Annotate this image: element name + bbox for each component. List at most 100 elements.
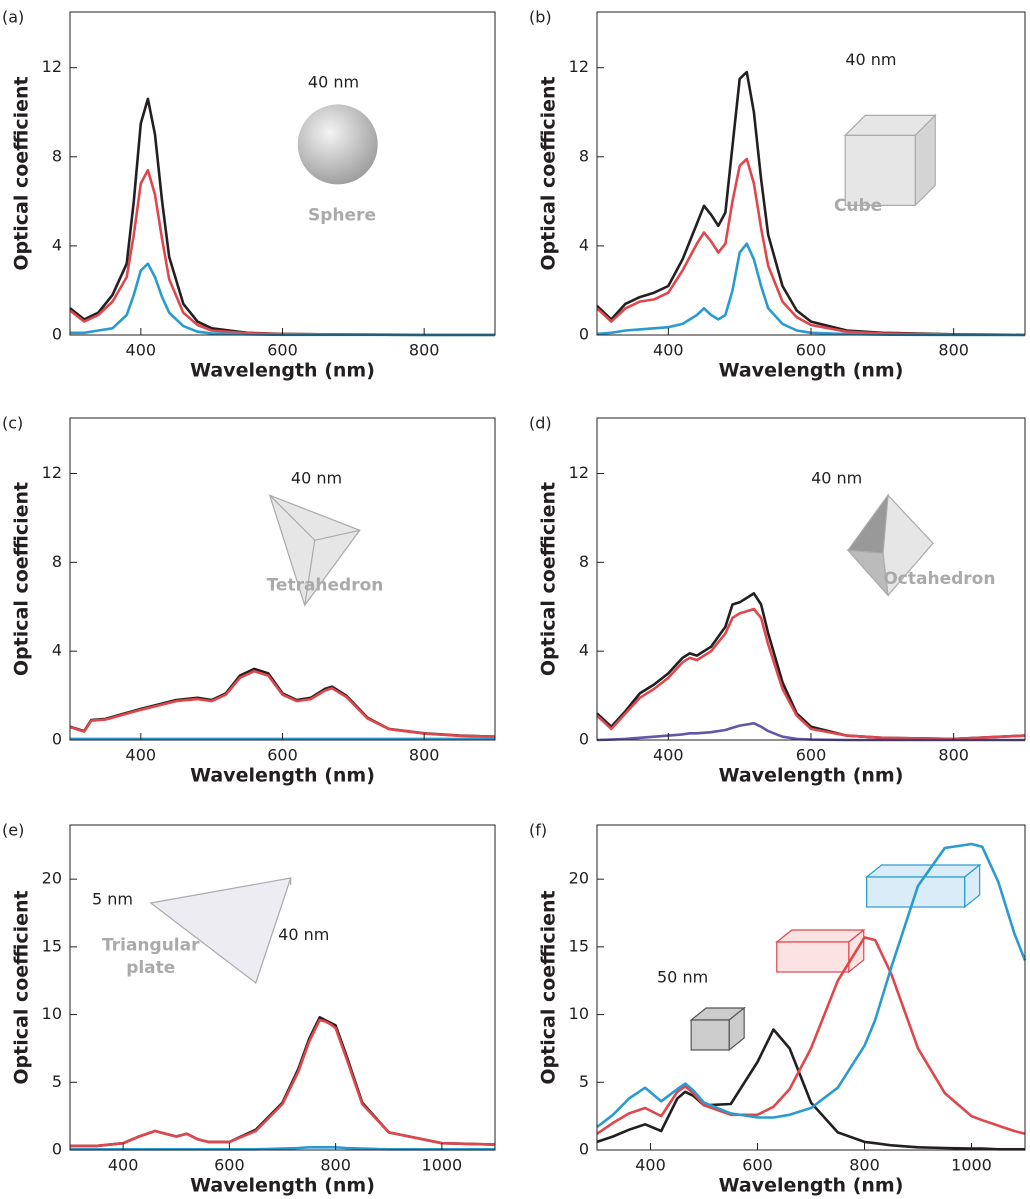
spectrum-line <box>596 607 1026 741</box>
plot-frame <box>596 11 1026 336</box>
sphere <box>297 104 378 185</box>
x-tick-label: 400 <box>653 341 684 360</box>
panel-label: (b) <box>529 8 552 27</box>
y-tick-label: 0 <box>52 1140 62 1159</box>
annotation: Cube <box>834 196 882 216</box>
y-tick-label: 4 <box>579 235 589 254</box>
spectrum-line <box>70 1018 496 1148</box>
panel-label: (c) <box>2 414 23 433</box>
y-tick-label: 0 <box>52 730 62 749</box>
annotation: 40 nm <box>291 469 342 488</box>
spectrum-line <box>70 262 495 337</box>
x-tick-label: 800 <box>320 1156 351 1175</box>
tetra-edge <box>304 540 316 606</box>
y-tick-label: 4 <box>579 641 589 660</box>
x-tick-label: 800 <box>409 746 440 765</box>
x-tick-label: 1000 <box>422 1156 463 1175</box>
plot-frame <box>69 824 496 1151</box>
x-tick-label: 600 <box>742 1156 773 1175</box>
x-tick-label: 600 <box>796 746 827 765</box>
particle-inset <box>149 877 292 984</box>
y-tick-label: 12 <box>569 463 589 482</box>
panel-label: (e) <box>2 821 24 840</box>
x-axis-label: Wavelength (nm) <box>719 360 904 382</box>
plot-frame <box>596 824 1026 1151</box>
y-tick-label: 20 <box>569 869 589 888</box>
y-tick-label: 5 <box>52 1072 62 1091</box>
particle-inset <box>843 113 937 207</box>
spectrum-line <box>596 592 1026 741</box>
y-tick-label: 0 <box>52 325 62 344</box>
x-tick-label: 400 <box>635 1156 666 1175</box>
panel-label: (a) <box>2 8 24 27</box>
panel-label: (d) <box>529 414 552 433</box>
rod <box>864 864 982 878</box>
x-tick-label: 800 <box>849 1156 880 1175</box>
y-tick-label: 15 <box>569 936 589 955</box>
x-tick-label: 600 <box>214 1156 245 1175</box>
spectrum-line <box>596 70 1026 337</box>
y-axis-label: Optical coefficient <box>11 890 33 1084</box>
annotation: plate <box>126 958 175 978</box>
x-axis-label: Wavelength (nm) <box>190 1175 375 1197</box>
annotation: 40 nm <box>811 469 862 488</box>
y-tick-label: 0 <box>579 325 589 344</box>
y-tick-label: 4 <box>52 641 62 660</box>
cube-face <box>844 134 916 206</box>
y-axis-label: Optical coefficient <box>538 890 560 1084</box>
annotation: 50 nm <box>657 967 708 986</box>
x-tick-label: 800 <box>938 746 969 765</box>
y-tick-label: 0 <box>579 730 589 749</box>
y-tick-label: 8 <box>579 552 589 571</box>
annotation: 5 nm <box>92 889 133 908</box>
rod <box>690 1019 730 1051</box>
annotation: 40 nm <box>308 73 359 92</box>
spectrum-line <box>70 1016 496 1148</box>
x-tick-label: 600 <box>796 341 827 360</box>
particle-inset <box>297 104 378 185</box>
x-tick-label: 600 <box>267 341 298 360</box>
annotation: Sphere <box>308 205 376 225</box>
annotation: Octahedron <box>883 569 995 589</box>
y-tick-label: 20 <box>42 869 62 888</box>
y-axis-label: Optical coefficient <box>538 76 560 270</box>
particle-inset <box>689 863 982 1052</box>
y-tick-label: 8 <box>579 146 589 165</box>
spectrum-line <box>69 667 496 738</box>
annotation: Triangular <box>102 935 200 955</box>
y-tick-label: 10 <box>42 1004 62 1023</box>
x-axis-label: Wavelength (nm) <box>190 765 375 787</box>
panel-label: (f) <box>529 821 547 840</box>
spectrum-line <box>596 936 1026 1136</box>
x-tick-label: 800 <box>409 341 440 360</box>
y-tick-label: 12 <box>42 463 62 482</box>
spectrum-line <box>596 157 1026 337</box>
annotation: Tetrahedron <box>267 575 384 595</box>
y-tick-label: 8 <box>52 146 62 165</box>
spectrum-line <box>70 1146 495 1151</box>
x-tick-label: 1000 <box>951 1156 992 1175</box>
y-tick-label: 8 <box>52 552 62 571</box>
x-tick-label: 600 <box>267 746 298 765</box>
y-axis-label: Optical coefficient <box>11 76 33 270</box>
particle-inset <box>268 494 361 607</box>
y-tick-label: 10 <box>569 1004 589 1023</box>
y-tick-label: 5 <box>579 1072 589 1091</box>
y-tick-label: 12 <box>42 57 62 76</box>
x-tick-label: 400 <box>126 746 157 765</box>
x-tick-label: 400 <box>653 746 684 765</box>
tetra <box>268 494 361 607</box>
x-axis-label: Wavelength (nm) <box>190 360 375 382</box>
spectrum-line <box>596 842 1027 1129</box>
annotation: 40 nm <box>278 925 329 944</box>
y-axis-label: Optical coefficient <box>11 482 33 676</box>
particle-inset <box>846 493 934 598</box>
x-tick-label: 400 <box>126 341 157 360</box>
y-tick-label: 12 <box>569 57 589 76</box>
y-axis-label: Optical coefficient <box>538 482 560 676</box>
x-axis-label: Wavelength (nm) <box>719 1175 904 1197</box>
x-tick-label: 800 <box>938 341 969 360</box>
octa-face <box>846 493 889 554</box>
spectrum-line <box>69 669 496 738</box>
